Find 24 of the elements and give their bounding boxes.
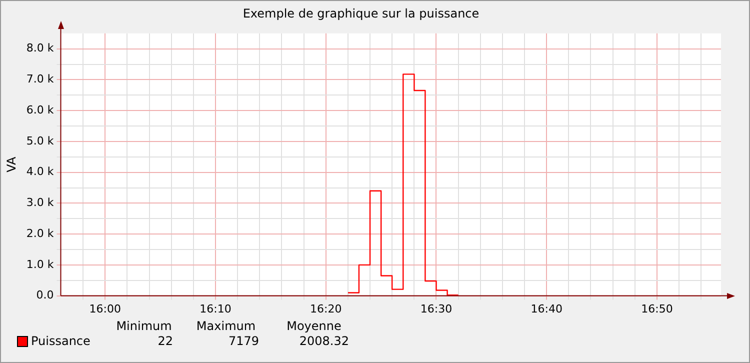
x-tick-label: 16:10 — [200, 302, 232, 316]
chart-title: Exemple de graphique sur la puissance — [242, 6, 480, 20]
y-tick-label: 5.0 k — [26, 134, 54, 148]
x-tick-label: 16:40 — [530, 302, 562, 316]
y-tick-label: 0.0 — [36, 288, 54, 302]
y-tick-label: 4.0 k — [26, 165, 54, 178]
text: 22 — [156, 334, 174, 348]
y-tick-label: 8.0 k — [26, 42, 54, 55]
y-tick-label: 7.0 k — [26, 72, 54, 86]
y-tick-label: 3.0 k — [26, 196, 54, 210]
y-axis-title: VA — [4, 156, 18, 172]
text: Moyenne — [286, 319, 342, 333]
text: Maximum — [195, 319, 257, 333]
x-tick-label: 16:30 — [420, 302, 452, 316]
legend-label: Puissance — [31, 334, 90, 348]
text: Minimum — [115, 319, 173, 333]
x-tick-label: 16:20 — [310, 302, 342, 316]
y-tick-label: 1.0 k — [26, 258, 54, 271]
x-tick-label: 16:00 — [89, 302, 121, 316]
text: 2008.32 — [298, 334, 350, 348]
y-tick-label: 2.0 k — [26, 226, 54, 240]
x-tick-label: 16:50 — [641, 302, 673, 316]
text: 7179 — [227, 334, 260, 348]
y-tick-label: 6.0 k — [26, 103, 54, 116]
